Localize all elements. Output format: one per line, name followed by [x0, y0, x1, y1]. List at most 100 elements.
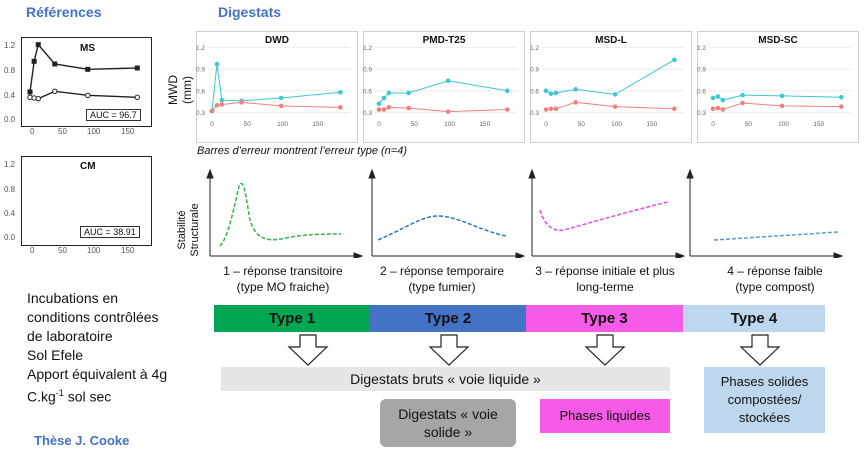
x-tick-label: 150: [813, 121, 824, 128]
data-point: [445, 78, 451, 84]
data-point: [214, 61, 220, 67]
down-arrow-icon: [584, 334, 626, 366]
panel-title: MSD-SC: [758, 35, 798, 46]
data-point: [715, 94, 721, 99]
x-tick-label: 50: [411, 121, 419, 128]
x-tick-label: 100: [87, 246, 101, 255]
data-point: [35, 42, 41, 48]
y-tick-label: 1.2: [4, 160, 16, 169]
x-tick-label: 50: [244, 121, 252, 128]
box-phases-solides: Phases solides compostées/stockées: [704, 367, 825, 433]
data-point: [85, 92, 91, 99]
data-point: [52, 88, 58, 95]
y-tick-label: 0.6: [697, 88, 706, 95]
data-point: [505, 88, 510, 94]
y-tick-label: 0.6: [530, 88, 539, 95]
x-tick-label: 0: [30, 127, 35, 136]
x-tick-label: 150: [646, 121, 657, 128]
y-tick-label: 0.0: [4, 115, 16, 124]
y-tick-label: 0.8: [4, 185, 16, 194]
x-tick-label: 100: [611, 121, 622, 128]
series-line: [545, 101, 675, 111]
y-tick-label: 0.6: [196, 88, 205, 95]
y-tick-label: 0.3: [530, 110, 539, 117]
data-point: [278, 95, 284, 101]
x-tick-label: 150: [479, 121, 490, 128]
x-tick-label: 50: [58, 246, 67, 255]
data-point: [219, 102, 225, 107]
data-point: [214, 102, 220, 108]
response-curve-4: [713, 231, 839, 241]
x-tick-label: 100: [778, 121, 789, 128]
data-point: [612, 104, 618, 109]
data-point: [573, 87, 578, 92]
these-credit: Thèse J. Cooke: [34, 433, 130, 448]
type-bar-4: Type 4: [683, 305, 825, 332]
auc-label: AUC = 96.7: [86, 109, 141, 121]
x-tick-label: 0: [544, 121, 548, 128]
data-point: [548, 106, 554, 112]
x-tick-label: 50: [578, 121, 586, 128]
digestats-heading: Digestats: [218, 4, 282, 20]
down-arrows: [287, 334, 781, 366]
data-point: [612, 92, 618, 97]
ref-plot-title: MS: [80, 43, 95, 54]
data-point: [715, 105, 721, 111]
data-point: [543, 88, 549, 94]
box-digestats-bruts: Digestats bruts « voie liquide »: [221, 367, 670, 391]
references-heading: Références: [26, 4, 102, 20]
series-line: [378, 80, 508, 105]
data-point: [209, 108, 215, 114]
x-tick-label: 100: [87, 127, 101, 136]
x-tick-label: 150: [121, 246, 135, 255]
y-tick-label: 0.0: [4, 233, 16, 242]
data-point: [740, 92, 745, 98]
data-point: [720, 97, 726, 103]
data-point: [779, 103, 785, 109]
auc-label: AUC = 38.91: [80, 226, 140, 238]
x-tick-label: 100: [277, 121, 288, 128]
down-arrow-icon: [287, 334, 329, 366]
data-point: [672, 106, 677, 112]
y-tick-label: 0.3: [196, 110, 205, 117]
type-bar-3: Type 3: [526, 305, 683, 332]
x-tick-label: 0: [210, 121, 214, 128]
data-point: [710, 95, 716, 101]
y-tick-label: 1.2: [697, 45, 706, 52]
data-point: [381, 95, 387, 101]
data-point: [543, 107, 549, 112]
incubation-conditions: Incubations en conditions contrôlées de …: [27, 290, 168, 405]
y-tick-label: 0.4: [4, 91, 16, 100]
series-line: [29, 43, 138, 93]
stability-ylabel: Stabilité Structurale: [176, 203, 201, 257]
x-tick-label: 150: [121, 127, 135, 136]
y-tick-label: 0.8: [4, 66, 16, 75]
type-bar-2: Type 2: [370, 305, 526, 332]
data-point: [338, 89, 343, 95]
down-arrow-icon: [739, 334, 781, 366]
x-tick-label: 150: [312, 121, 323, 128]
data-point: [52, 61, 58, 67]
data-point: [35, 95, 41, 102]
x-tick-label: 100: [444, 121, 455, 128]
response-caption-2: 2 – réponse temporaire (type fumier): [379, 264, 505, 294]
panel-title: MSD-L: [595, 35, 627, 46]
data-point: [720, 107, 726, 112]
x-tick-label: 50: [58, 127, 67, 136]
response-caption-3: 3 – réponse initiale et plus long-terme: [535, 264, 675, 294]
data-point: [553, 90, 559, 96]
error-bar-note: Barres d’erreur montrent l’erreur type (…: [197, 145, 407, 157]
y-tick-label: 0.9: [697, 67, 706, 74]
response-curve-2: [377, 215, 507, 241]
response-caption-1: 1 – réponse transitoire (type MO fraiche): [223, 264, 343, 294]
series-line: [211, 64, 341, 112]
response-caption-4: 4 – réponse faible (type compost): [727, 264, 823, 294]
y-tick-label: 1.2: [530, 45, 539, 52]
data-point: [386, 105, 392, 110]
panel-title: DWD: [265, 35, 289, 46]
series-line: [545, 59, 675, 95]
data-point: [27, 89, 33, 95]
panel-title: PMD-T25: [422, 35, 466, 46]
x-tick-label: 0: [377, 121, 381, 128]
data-point: [839, 104, 844, 109]
